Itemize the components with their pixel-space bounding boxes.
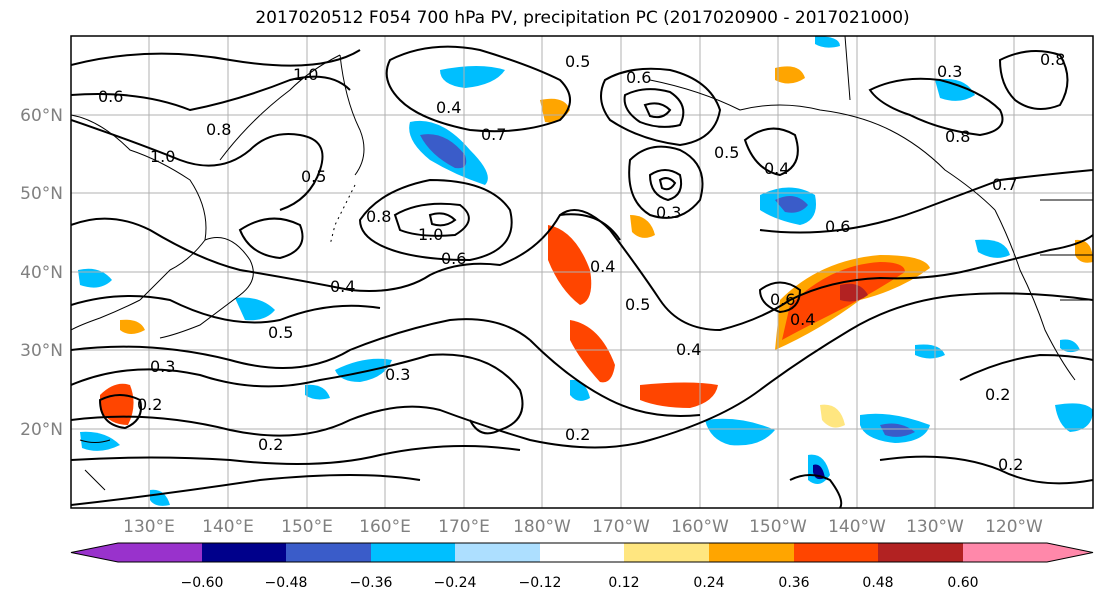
contour-label: 0.3 [385,365,410,384]
colorbar-segment [878,543,963,562]
contour-label: 0.2 [137,395,162,414]
colorbar-segment [371,543,455,562]
contour-label: 0.6 [441,249,466,268]
lon-label: 160°E [359,517,411,537]
lon-label: 160°W [671,517,729,537]
contour-label: 0.6 [626,68,651,87]
lon-label: 140°W [828,517,886,537]
lat-label: 60°N [20,106,63,126]
lon-label: 180°W [513,517,571,537]
contour-label: 0.5 [625,295,650,314]
contour-label: 0.2 [985,385,1010,404]
colorbar-segment [455,543,540,562]
contour-label: 0.8 [366,207,391,226]
precip-negative-shading [78,36,1093,506]
colorbar-tick-label: 0.60 [947,575,978,591]
colorbar-tick-label: 0.36 [778,575,809,591]
contour-label: 1.0 [150,147,175,166]
contour-labels: 1.0 0.6 0.8 1.0 0.5 0.5 0.4 0.7 0.3 0.6 … [98,50,1065,474]
colorbar-segment [624,543,709,562]
lon-label: 150°E [281,517,333,537]
contour-label: 0.8 [1040,50,1065,69]
lat-label: 50°N [20,184,63,204]
colorbar-outline [70,542,1094,563]
lon-label: 130°E [123,517,175,537]
contour-label: 0.6 [825,217,850,236]
contour-label: 0.4 [590,257,615,276]
contour-label: 0.4 [676,340,701,359]
colorbar-segment [709,543,794,562]
colorbar-segment [286,543,371,562]
contour-label: 0.6 [770,290,795,309]
lon-label: 150°W [749,517,807,537]
contour-label: 0.3 [937,62,962,81]
contour-label: 0.4 [436,98,461,117]
contour-label: 0.5 [301,167,326,186]
lat-label: 30°N [20,341,63,361]
colorbar-segment [202,543,286,562]
colorbar-tick-labels: −0.60 −0.48 −0.36 −0.24 −0.12 0.12 0.24 … [181,575,979,591]
colorbar-tick-label: 0.48 [862,575,893,591]
colorbar-segment [71,543,202,562]
contour-label: 0.2 [565,425,590,444]
contour-label: 0.5 [714,143,739,162]
colorbar-tick-label: −0.12 [519,575,562,591]
latitude-labels: 60°N 50°N 40°N 30°N 20°N [20,106,63,440]
contour-label: 0.4 [790,310,815,329]
colorbar-tick-label: −0.24 [434,575,477,591]
lon-label: 170°W [592,517,650,537]
colorbar-segment [540,543,624,562]
lon-label: 130°W [906,517,964,537]
plot-frame [70,35,1094,509]
lon-label: 120°W [985,517,1043,537]
contour-label: 0.2 [258,435,283,454]
contour-label: 0.8 [945,127,970,146]
contour-label: 0.4 [330,277,355,296]
contour-label: 0.3 [150,357,175,376]
lon-label: 170°E [438,517,490,537]
contour-label: 1.0 [293,65,318,84]
lat-label: 40°N [20,263,63,283]
contour-label: 0.7 [481,125,506,144]
colorbar-segment [794,543,878,562]
map-title: 2017020512 F054 700 hPa PV, precipitatio… [255,8,910,28]
colorbar-tick-label: −0.60 [181,575,224,591]
colorbar-tick-label: 0.12 [608,575,639,591]
contour-label: 0.2 [998,455,1023,474]
lon-label: 140°E [202,517,254,537]
contour-label: 0.6 [98,87,123,106]
colorbar-tick-label: −0.36 [350,575,393,591]
contour-label: 0.8 [206,120,231,139]
colorbar-segment [963,543,1093,562]
pv-contours [71,45,1093,508]
lat-label: 20°N [20,420,63,440]
contour-label: 0.5 [268,323,293,342]
contour-label: 0.3 [656,203,681,222]
graticule [71,36,1093,508]
longitude-labels: 130°E 140°E 150°E 160°E 170°E 180°W 170°… [123,517,1043,537]
colorbar-tick-label: 0.24 [693,575,724,591]
contour-label: 0.4 [764,159,789,178]
contour-label: 1.0 [418,225,443,244]
colorbar [70,542,1094,563]
colorbar-tick-label: −0.48 [265,575,308,591]
contour-label: 0.5 [565,52,590,71]
contour-label: 0.7 [992,175,1017,194]
